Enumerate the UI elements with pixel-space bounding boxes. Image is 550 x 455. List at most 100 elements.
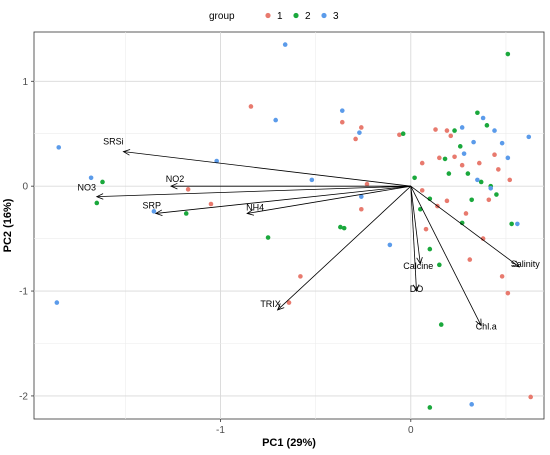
loading-vectors: SRSi NO2 NO3 SRP NH4 TRIX Calcine DO Chl.a Salini… xyxy=(78,137,541,332)
data-point-group-3 xyxy=(214,158,219,164)
vector-trix xyxy=(277,185,412,311)
data-point-group-1 xyxy=(419,188,425,193)
data-point-group-3 xyxy=(273,117,278,123)
data-point-group-1 xyxy=(496,167,501,172)
data-point-group-3 xyxy=(505,155,511,161)
vector-arrowhead xyxy=(475,318,482,327)
vector-label-srsi: SRSi xyxy=(103,137,124,147)
legend-key-2 xyxy=(293,12,299,19)
data-point-group-3 xyxy=(88,175,94,181)
data-point-group-2 xyxy=(457,144,463,149)
data-point-group-1 xyxy=(480,236,486,241)
data-point-group-1 xyxy=(433,127,438,132)
vector-arrowhead xyxy=(412,284,420,293)
data-point-group-1 xyxy=(507,177,513,183)
data-point-group-3 xyxy=(488,185,494,191)
data-point-group-1 xyxy=(298,274,303,279)
vector-chl.a xyxy=(410,185,482,326)
vector-label-chl.a: Chl.a xyxy=(476,322,497,332)
data-point-group-3 xyxy=(387,242,393,248)
data-point-group-2 xyxy=(494,192,499,197)
vector-nh4 xyxy=(247,185,411,214)
x-tick-label: 0 xyxy=(408,425,414,436)
vector-label-no3: NO3 xyxy=(78,183,97,193)
grid xyxy=(34,32,544,419)
legend-label-3: 3 xyxy=(333,11,339,22)
data-point-group-2 xyxy=(478,179,484,185)
data-point-group-3 xyxy=(492,128,497,133)
vector-label-calcine: Calcine xyxy=(403,261,433,271)
data-point-group-2 xyxy=(94,200,100,206)
data-point-group-3 xyxy=(459,125,465,130)
data-point-group-3 xyxy=(471,139,476,145)
data-point-group-1 xyxy=(359,125,364,130)
legend-items: 1 2 3 xyxy=(265,11,339,22)
vector-srsi xyxy=(123,151,411,187)
scatter-points xyxy=(54,42,533,410)
data-point-group-3 xyxy=(526,134,532,140)
data-point-group-1 xyxy=(505,290,511,296)
data-point-group-3 xyxy=(309,177,315,183)
data-point-group-3 xyxy=(475,177,480,183)
x-tick-label: -1 xyxy=(216,425,225,436)
vector-do xyxy=(410,186,417,292)
y-tick-label: -1 xyxy=(19,287,28,298)
axis-ticks: -1 0 -2 -1 0 1 xyxy=(19,77,414,436)
vector-srp xyxy=(155,185,411,214)
data-point-group-3 xyxy=(339,108,345,113)
data-point-group-1 xyxy=(359,206,364,212)
data-point-group-3 xyxy=(499,140,505,146)
vector-no3 xyxy=(96,185,411,198)
data-point-group-2 xyxy=(509,221,514,227)
data-point-group-3 xyxy=(461,151,467,156)
data-point-group-1 xyxy=(459,162,465,168)
data-point-group-2 xyxy=(341,225,347,231)
y-tick-label: -2 xyxy=(19,391,28,402)
vector-label-salinity: Salinity xyxy=(511,259,541,269)
x-axis-title: PC1 (29%) xyxy=(262,437,316,449)
data-point-group-1 xyxy=(437,155,442,161)
data-point-group-1 xyxy=(499,274,505,279)
data-point-group-2 xyxy=(446,171,452,176)
y-tick-label: 0 xyxy=(22,182,28,193)
vector-salinity xyxy=(410,185,520,268)
data-point-group-1 xyxy=(467,257,473,262)
data-point-group-2 xyxy=(437,262,442,268)
data-point-group-1 xyxy=(476,160,482,166)
legend-label-1: 1 xyxy=(277,11,283,22)
data-point-group-3 xyxy=(54,300,60,305)
data-point-group-2 xyxy=(438,322,444,327)
vector-label-no2: NO2 xyxy=(166,174,185,184)
legend-key-1 xyxy=(265,12,271,19)
data-point-group-2 xyxy=(100,179,105,185)
data-point-group-1 xyxy=(423,226,429,232)
vector-label-do: DO xyxy=(410,284,424,294)
vector-label-srp: SRP xyxy=(143,200,162,210)
data-point-group-2 xyxy=(427,405,433,410)
data-point-group-3 xyxy=(282,42,288,47)
plot-panel xyxy=(33,31,545,420)
data-point-group-3 xyxy=(357,130,362,135)
data-point-group-1 xyxy=(463,211,469,216)
data-point-group-3 xyxy=(480,115,486,121)
vector-arrowhead xyxy=(154,209,163,216)
vector-arrowhead xyxy=(276,303,285,311)
data-point-group-1 xyxy=(448,133,454,139)
legend-title: group xyxy=(209,11,235,22)
data-point-group-1 xyxy=(419,160,425,166)
data-point-group-1 xyxy=(444,198,450,204)
data-point-group-1 xyxy=(528,394,533,400)
data-point-group-2 xyxy=(469,197,474,203)
data-point-group-3 xyxy=(515,221,520,227)
data-point-group-1 xyxy=(492,152,497,158)
data-point-group-2 xyxy=(427,246,433,252)
data-point-group-3 xyxy=(56,145,62,150)
vector-label-trix: TRIX xyxy=(260,299,281,309)
data-point-group-1 xyxy=(248,104,254,109)
data-point-group-3 xyxy=(469,402,474,407)
data-point-group-2 xyxy=(465,171,471,176)
data-point-group-2 xyxy=(475,110,480,116)
data-point-group-1 xyxy=(208,201,214,207)
legend-key-3 xyxy=(321,12,327,19)
